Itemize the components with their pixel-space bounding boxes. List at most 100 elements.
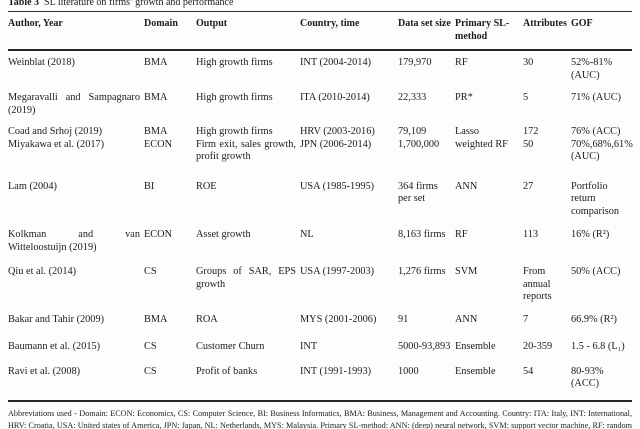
cell-country-time: INT (300, 341, 318, 352)
cell-country-time: USA (1997-2003) (300, 266, 375, 277)
cell-domain: CS (144, 341, 157, 352)
cell-country-time: MYS (2001-2006) (300, 313, 377, 325)
cell-primary-sl-method: RF (455, 57, 468, 68)
cell-primary-sl-method: SVM (455, 266, 478, 277)
cell-gof: 71% (AUC) (571, 92, 622, 103)
table-row: Qiu et al. (2014) CS Groups of SAR, EPS … (8, 266, 632, 314)
cell-gof: 80-93% (ACC) (571, 365, 604, 390)
cell-attributes: 30 (523, 57, 534, 68)
cell-attributes: 7 (523, 313, 529, 325)
cell-author-year: Miyakawa et al. (2017) (8, 138, 105, 150)
cell-primary-sl-method: RF (455, 229, 468, 240)
cell-country-time: NL (300, 229, 314, 240)
table-number-label: Table 3 (8, 0, 40, 8)
column-header-primary-sl-method: Primary SL-method (455, 12, 523, 51)
column-header-domain: Domain (144, 12, 196, 51)
cell-output: Profit of banks (196, 365, 258, 377)
column-header-gof: GOF (571, 12, 632, 51)
cell-domain: ECON (144, 138, 173, 150)
cell-domain: CS (144, 365, 157, 377)
cell-primary-sl-method: PR* (455, 92, 473, 103)
cell-domain: ECON (144, 229, 173, 240)
cell-domain: BMA (144, 313, 168, 325)
cell-gof: 70%,68%,61% (AUC) (571, 138, 633, 163)
cell-domain: BMA (144, 57, 168, 68)
table-row: Lam (2004) BI ROE USA (1985-1995) 364 fi… (8, 181, 632, 230)
cell-output: High growth firms (196, 57, 273, 68)
cell-domain: CS (144, 266, 157, 277)
table-row: Megaravalli and Sampagnaro (2019) BMA Hi… (8, 92, 632, 126)
cell-data-set-size: 91 (398, 313, 409, 325)
cell-country-time: USA (1985-1995) (300, 180, 375, 192)
cell-author-year: Lam (2004) (8, 180, 57, 192)
cell-primary-sl-method: ANN (455, 313, 478, 325)
cell-attributes: 20-359 (523, 341, 553, 352)
cell-gof: 50% (ACC) (571, 266, 621, 277)
cell-gof: 52%-81% (AUC) (571, 57, 613, 81)
cell-data-set-size: 1,276 firms (398, 266, 446, 277)
cell-author-year: Kolkman and van Witteloostuijn (2019) (8, 229, 140, 253)
cell-gof: 66.9% (R²) (571, 313, 617, 325)
cell-country-time: ITA (2010-2014) (300, 92, 370, 103)
cell-country-time: INT (2004-2014) (300, 57, 372, 68)
cell-author-year: Qiu et al. (2014) (8, 266, 77, 277)
table-title: Table 3 SL literature on firms’ growth a… (8, 0, 632, 12)
cell-author-year: Weinblat (2018) (8, 57, 75, 68)
cell-data-set-size: 1,700,000 (398, 138, 440, 150)
cell-attributes: 113 (523, 229, 539, 240)
cell-country-time: HRV (2003-2016) (300, 126, 375, 137)
cell-primary-sl-method: ANN (455, 180, 478, 192)
cell-output: Asset growth (196, 229, 251, 240)
table-header-row: Author, Year Domain Output Country, time… (8, 12, 632, 51)
table-row: Kolkman and van Witteloostuijn (2019) EC… (8, 229, 632, 266)
cell-country-time: INT (1991-1993) (300, 365, 372, 377)
cell-attributes: 27 (523, 180, 534, 192)
cell-primary-sl-method: Ensemble (455, 341, 496, 352)
cell-output: High growth firms (196, 92, 273, 103)
table-row: Miyakawa et al. (2017) ECON Firm exit, s… (8, 138, 633, 181)
cell-gof: 16% (R²) (571, 229, 610, 240)
table-row: Bakar and Tahir (2009) BMA ROA MYS (2001… (8, 314, 632, 342)
cell-output: Groups of SAR, EPS growth (196, 266, 296, 290)
cell-attributes: 50 (523, 138, 534, 150)
cell-author-year: Megaravalli and Sampagnaro (2019) (8, 92, 140, 116)
cell-author-year: Bakar and Tahir (2009) (8, 313, 105, 325)
column-header-attributes: Attributes (523, 12, 571, 51)
cell-attributes: 5 (523, 92, 529, 103)
cell-gof: 76% (ACC) (571, 126, 621, 137)
cell-output: ROA (196, 313, 218, 325)
column-header-output: Output (196, 12, 300, 51)
cell-author-year: Coad and Srhoj (2019) (8, 126, 103, 137)
column-header-author-year: Author, Year (8, 12, 144, 51)
cell-output: High growth firms (196, 126, 273, 137)
cell-attributes: 54 (523, 365, 534, 377)
cell-primary-sl-method: weighted RF (455, 138, 508, 150)
cell-domain: BI (144, 180, 155, 192)
cell-gof: Portfolio return comparison (571, 180, 620, 217)
table-footnote: Abbreviations used - Domain: ECON: Econo… (8, 408, 632, 429)
cell-data-set-size: 79,109 (398, 126, 427, 137)
cell-data-set-size: 364 firms per set (398, 180, 438, 205)
literature-table: Author, Year Domain Output Country, time… (8, 12, 633, 402)
cell-data-set-size: 1000 (398, 365, 419, 377)
cell-data-set-size: 5000-93,893 (398, 341, 451, 352)
cell-gof: 1.5 - 6.8 (L₁) (571, 341, 625, 352)
column-header-data-set-size: Data set size (398, 12, 455, 51)
cell-output: Firm exit, sales growth, profit growth (196, 138, 296, 163)
table-row: Baumann et al. (2015) CS Customer Churn … (8, 341, 632, 366)
table-caption: SL literature on firms’ growth and perfo… (44, 0, 234, 8)
cell-output: Customer Churn (196, 341, 265, 352)
cell-data-set-size: 22,333 (398, 92, 427, 103)
cell-data-set-size: 179,970 (398, 57, 432, 68)
cell-attributes: 172 (523, 126, 539, 137)
column-header-country-time: Country, time (300, 12, 398, 51)
cell-country-time: JPN (2006-2014) (300, 138, 372, 150)
cell-attributes: From annual reports (523, 266, 552, 302)
table-row: Ravi et al. (2008) CS Profit of banks IN… (8, 366, 632, 401)
cell-author-year: Ravi et al. (2008) (8, 365, 81, 377)
cell-primary-sl-method: Lasso (455, 126, 480, 137)
cell-output: ROE (196, 180, 217, 192)
cell-primary-sl-method: Ensemble (455, 365, 496, 377)
cell-domain: BMA (144, 92, 168, 103)
